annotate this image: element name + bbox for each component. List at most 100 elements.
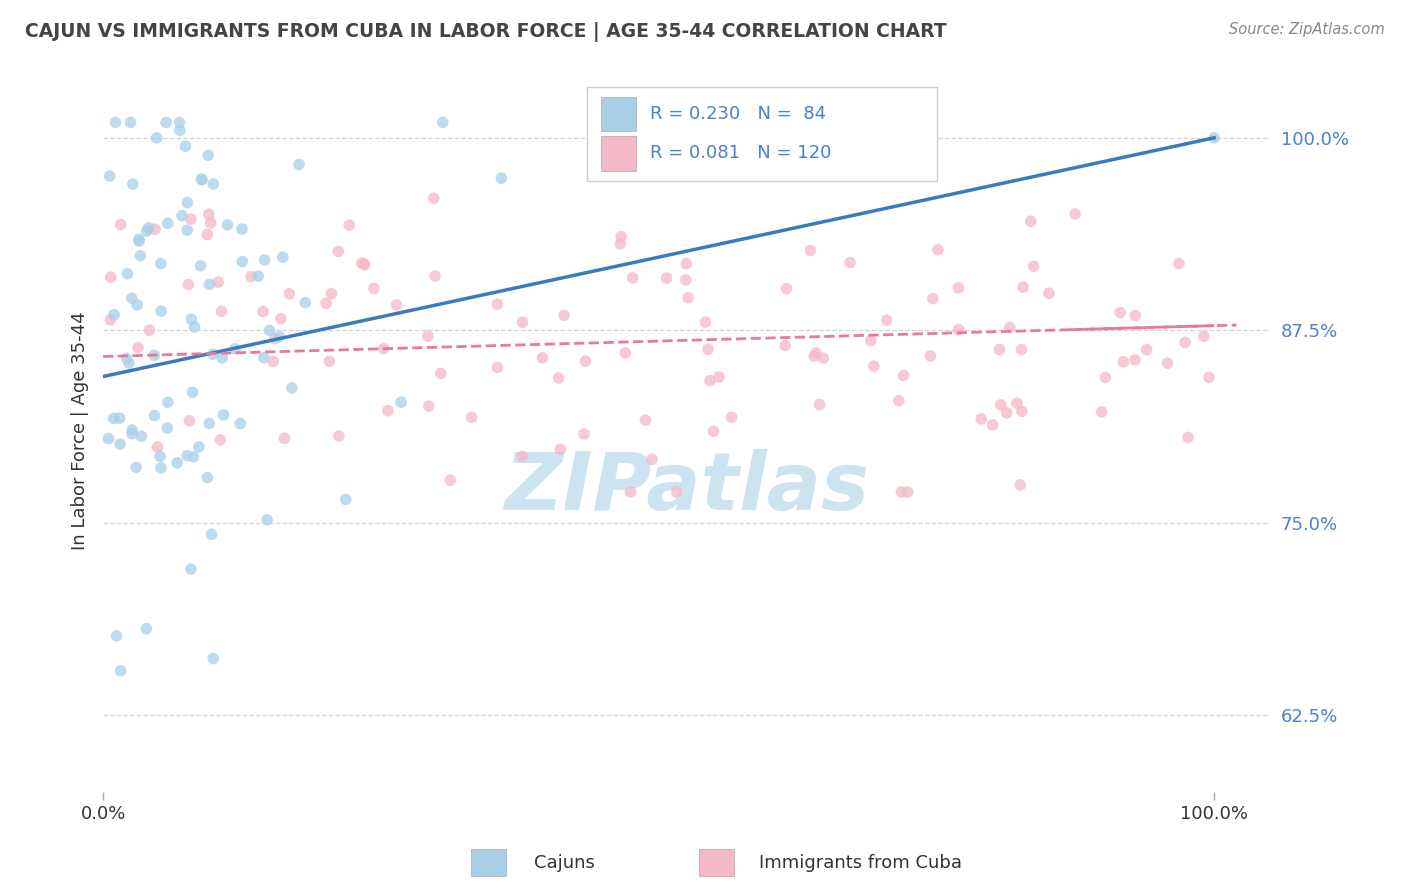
Point	[128, 232, 150, 246]
Point	[948, 323, 970, 337]
Point	[353, 258, 375, 272]
Point	[655, 271, 678, 285]
Point	[350, 256, 373, 270]
Point	[1011, 343, 1033, 357]
Point	[707, 370, 730, 384]
Point	[217, 218, 239, 232]
Point	[156, 216, 179, 230]
Point	[138, 323, 160, 337]
Point	[202, 177, 225, 191]
Point	[100, 270, 122, 285]
Point	[190, 259, 212, 273]
Point	[224, 342, 246, 356]
Point	[202, 651, 225, 665]
Point	[273, 431, 295, 445]
Point	[335, 492, 357, 507]
Point	[231, 222, 253, 236]
Point	[553, 309, 575, 323]
Point	[143, 409, 166, 423]
Point	[169, 123, 191, 137]
Point	[1192, 329, 1215, 343]
Point	[337, 218, 360, 232]
Point	[121, 423, 143, 437]
Point	[288, 157, 311, 171]
Point	[808, 397, 831, 411]
Point	[695, 315, 717, 329]
Point	[197, 148, 219, 162]
Point	[1010, 478, 1032, 492]
Point	[418, 399, 440, 413]
Point	[491, 171, 513, 186]
Point	[115, 351, 138, 366]
Point	[706, 132, 728, 146]
Point	[1167, 257, 1189, 271]
Point	[143, 222, 166, 236]
Point	[212, 408, 235, 422]
Text: Source: ZipAtlas.com: Source: ZipAtlas.com	[1229, 22, 1385, 37]
Point	[120, 115, 142, 129]
Point	[1094, 370, 1116, 384]
Point	[897, 485, 920, 500]
Point	[179, 414, 201, 428]
Point	[183, 320, 205, 334]
Point	[97, 432, 120, 446]
Point	[389, 395, 412, 409]
Point	[121, 177, 143, 191]
Point	[278, 286, 301, 301]
Point	[180, 312, 202, 326]
Point	[174, 139, 197, 153]
Point	[256, 513, 278, 527]
Point	[998, 320, 1021, 334]
Point	[176, 195, 198, 210]
Point	[195, 227, 218, 242]
Point	[270, 311, 292, 326]
Point	[127, 298, 149, 312]
Point	[100, 312, 122, 326]
Point	[127, 341, 149, 355]
Point	[385, 298, 408, 312]
Point	[231, 254, 253, 268]
Point	[98, 169, 121, 183]
Point	[183, 450, 205, 464]
Point	[110, 664, 132, 678]
Text: R = 0.230   N =  84: R = 0.230 N = 84	[650, 105, 827, 123]
Y-axis label: In Labor Force | Age 35-44: In Labor Force | Age 35-44	[72, 311, 89, 549]
Point	[108, 411, 131, 425]
Point	[803, 349, 825, 363]
Point	[229, 417, 252, 431]
Point	[353, 257, 375, 271]
Point	[150, 304, 173, 318]
Point	[609, 236, 631, 251]
Point	[262, 354, 284, 368]
Point	[876, 313, 898, 327]
Point	[430, 367, 453, 381]
Point	[252, 304, 274, 318]
Point	[1112, 355, 1135, 369]
Point	[321, 286, 343, 301]
Point	[699, 374, 721, 388]
Point	[198, 277, 221, 292]
Point	[135, 224, 157, 238]
Point	[970, 412, 993, 426]
Point	[634, 413, 657, 427]
Point	[138, 220, 160, 235]
Point	[1022, 260, 1045, 274]
FancyBboxPatch shape	[602, 96, 637, 131]
Point	[486, 297, 509, 311]
Point	[547, 371, 569, 385]
Point	[145, 131, 167, 145]
Point	[988, 343, 1011, 357]
Point	[197, 470, 219, 484]
Point	[416, 329, 439, 343]
Point	[1123, 309, 1146, 323]
Point	[1135, 343, 1157, 357]
Point	[105, 629, 128, 643]
Text: Cajuns: Cajuns	[534, 855, 595, 872]
Point	[149, 450, 172, 464]
Point	[1090, 405, 1112, 419]
Point	[191, 172, 214, 186]
Point	[318, 354, 340, 368]
Point	[665, 485, 688, 500]
Point	[550, 442, 572, 457]
Point	[209, 433, 232, 447]
